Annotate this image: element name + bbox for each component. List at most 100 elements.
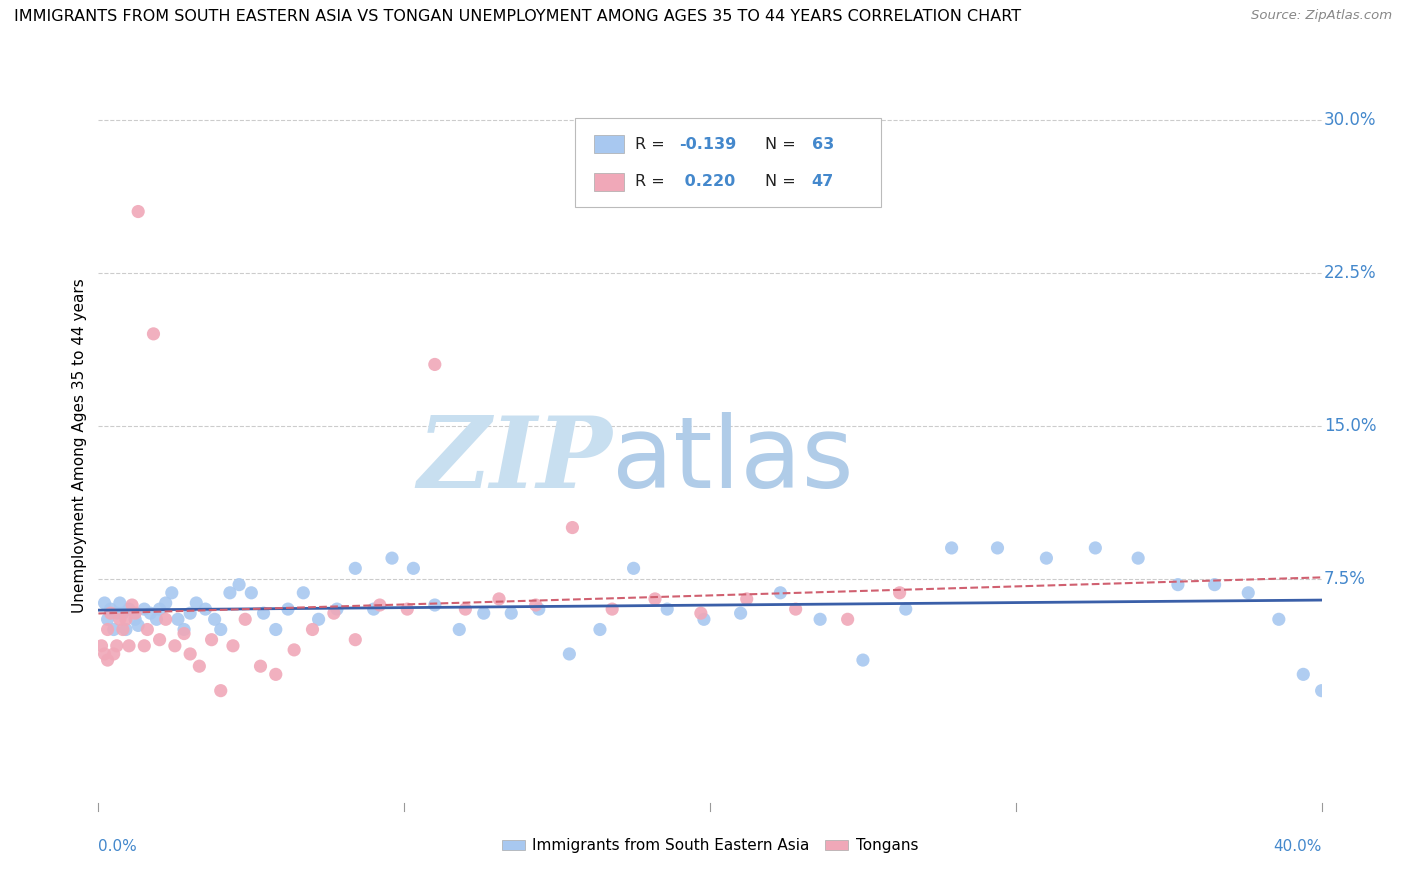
Point	[105, 606, 128, 620]
Point	[326, 602, 349, 616]
Point	[105, 639, 128, 653]
Y-axis label: Unemployment Among Ages 35 to 44 years: Unemployment Among Ages 35 to 44 years	[72, 278, 87, 614]
Point	[735, 591, 758, 606]
Point	[111, 623, 134, 637]
Point	[249, 659, 271, 673]
Point	[454, 602, 477, 616]
Text: 0.0%: 0.0%	[98, 839, 138, 855]
Text: R =: R =	[636, 136, 671, 152]
Point	[344, 632, 367, 647]
Text: 7.5%: 7.5%	[1324, 569, 1367, 588]
Point	[186, 596, 208, 610]
Point	[1204, 577, 1226, 591]
Text: N =: N =	[765, 175, 801, 189]
Text: 40.0%: 40.0%	[1274, 839, 1322, 855]
Point	[149, 602, 172, 616]
Text: ZIP: ZIP	[418, 412, 612, 508]
FancyBboxPatch shape	[593, 173, 624, 191]
Point	[155, 612, 177, 626]
Point	[1167, 577, 1189, 591]
Point	[194, 602, 217, 616]
Point	[894, 602, 917, 616]
Point	[124, 606, 146, 620]
Point	[689, 606, 711, 620]
Text: 15.0%: 15.0%	[1324, 417, 1376, 434]
Point	[222, 639, 245, 653]
Point	[139, 606, 162, 620]
Point	[209, 623, 232, 637]
Point	[322, 606, 344, 620]
Point	[118, 639, 141, 653]
Point	[127, 204, 149, 219]
Point	[149, 632, 172, 647]
Text: 0.220: 0.220	[679, 175, 735, 189]
Point	[93, 647, 115, 661]
Point	[1084, 541, 1107, 555]
Point	[1292, 667, 1315, 681]
Point	[111, 606, 134, 620]
Point	[488, 591, 510, 606]
Point	[264, 667, 287, 681]
Point	[657, 602, 679, 616]
Point	[134, 639, 156, 653]
Point	[402, 561, 425, 575]
Point	[97, 623, 120, 637]
Point	[808, 612, 831, 626]
Point	[173, 626, 195, 640]
Point	[1237, 586, 1260, 600]
Text: atlas: atlas	[612, 412, 853, 508]
Point	[108, 612, 131, 626]
Point	[381, 551, 404, 566]
Point	[167, 612, 190, 626]
Text: R =: R =	[636, 175, 671, 189]
Point	[103, 623, 125, 637]
Point	[200, 632, 222, 647]
Point	[1035, 551, 1057, 566]
Point	[97, 612, 120, 626]
Point	[228, 577, 250, 591]
Point	[277, 602, 299, 616]
Point	[118, 602, 141, 616]
Point	[252, 606, 274, 620]
Point	[527, 602, 550, 616]
Point	[264, 623, 287, 637]
Point	[283, 643, 305, 657]
Point	[986, 541, 1008, 555]
Text: Source: ZipAtlas.com: Source: ZipAtlas.com	[1251, 9, 1392, 22]
Point	[115, 623, 138, 637]
Point	[368, 598, 391, 612]
Point	[121, 598, 143, 612]
Text: N =: N =	[765, 136, 801, 152]
Text: IMMIGRANTS FROM SOUTH EASTERN ASIA VS TONGAN UNEMPLOYMENT AMONG AGES 35 TO 44 YE: IMMIGRANTS FROM SOUTH EASTERN ASIA VS TO…	[14, 9, 1021, 24]
Point	[472, 606, 495, 620]
Text: 63: 63	[811, 136, 834, 152]
Point	[108, 596, 131, 610]
Point	[301, 623, 323, 637]
Point	[558, 647, 581, 661]
Text: 47: 47	[811, 175, 834, 189]
Point	[423, 358, 446, 372]
Point	[449, 623, 471, 637]
Point	[623, 561, 645, 575]
Point	[188, 659, 211, 673]
Point	[524, 598, 547, 612]
Text: 30.0%: 30.0%	[1324, 111, 1376, 128]
Point	[308, 612, 330, 626]
Point	[363, 602, 385, 616]
Point	[93, 596, 115, 610]
Point	[115, 612, 138, 626]
Point	[785, 602, 807, 616]
Point	[837, 612, 859, 626]
Point	[155, 596, 177, 610]
Point	[100, 602, 122, 616]
Point	[160, 586, 183, 600]
Text: -0.139: -0.139	[679, 136, 737, 152]
Point	[1268, 612, 1291, 626]
Point	[100, 606, 122, 620]
Point	[233, 612, 256, 626]
Point	[204, 612, 226, 626]
Point	[941, 541, 963, 555]
Point	[163, 639, 186, 653]
Point	[173, 623, 195, 637]
Point	[1128, 551, 1150, 566]
